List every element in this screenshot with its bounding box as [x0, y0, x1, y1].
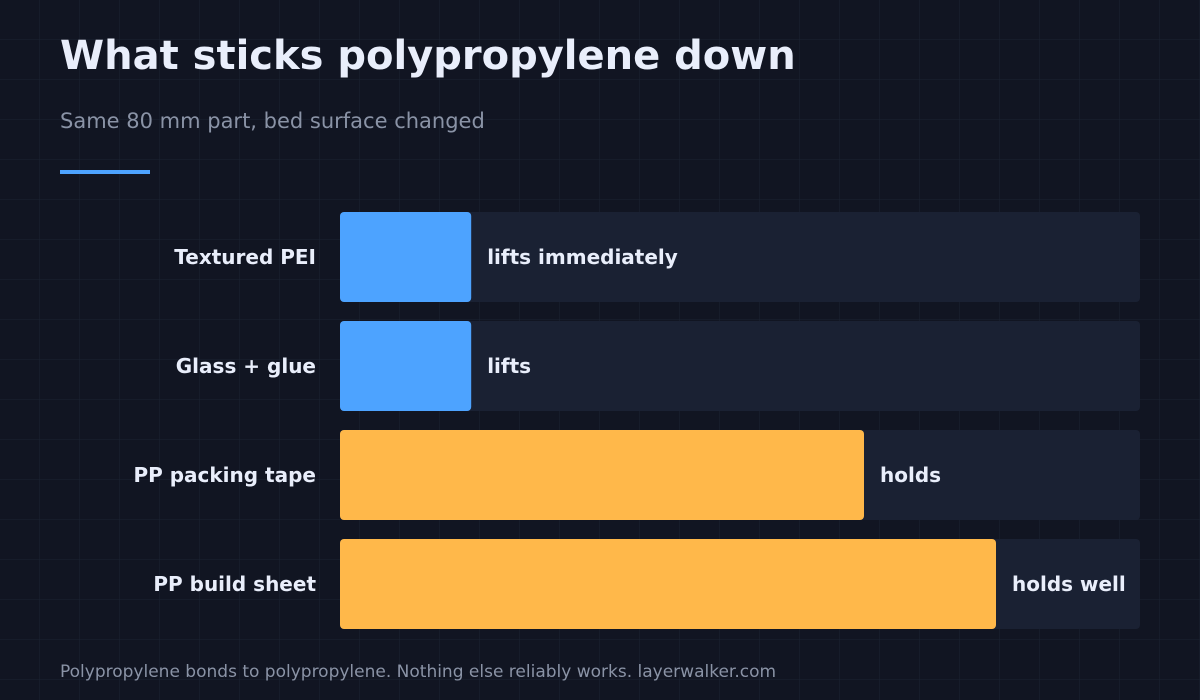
bar	[340, 430, 864, 520]
accent-line	[60, 170, 150, 174]
category-label: Glass + glue	[176, 354, 316, 378]
bar-note: holds	[880, 463, 941, 487]
bar	[340, 321, 472, 411]
category-label: PP build sheet	[153, 572, 316, 596]
category-label: PP packing tape	[133, 463, 316, 487]
chart-title: What sticks polypropylene down	[60, 33, 796, 79]
bar-note: lifts	[487, 354, 531, 378]
category-label: Textured PEI	[174, 245, 316, 269]
bar-note: holds well	[1012, 572, 1126, 596]
bar	[340, 539, 996, 629]
footer: Polypropylene bonds to polypropylene. No…	[60, 662, 776, 682]
bar-track	[340, 321, 1140, 411]
bar-track	[340, 212, 1140, 302]
bar	[340, 212, 472, 302]
chart-subtitle: Same 80 mm part, bed surface changed	[60, 109, 485, 133]
bar-note: lifts immediately	[487, 245, 678, 269]
